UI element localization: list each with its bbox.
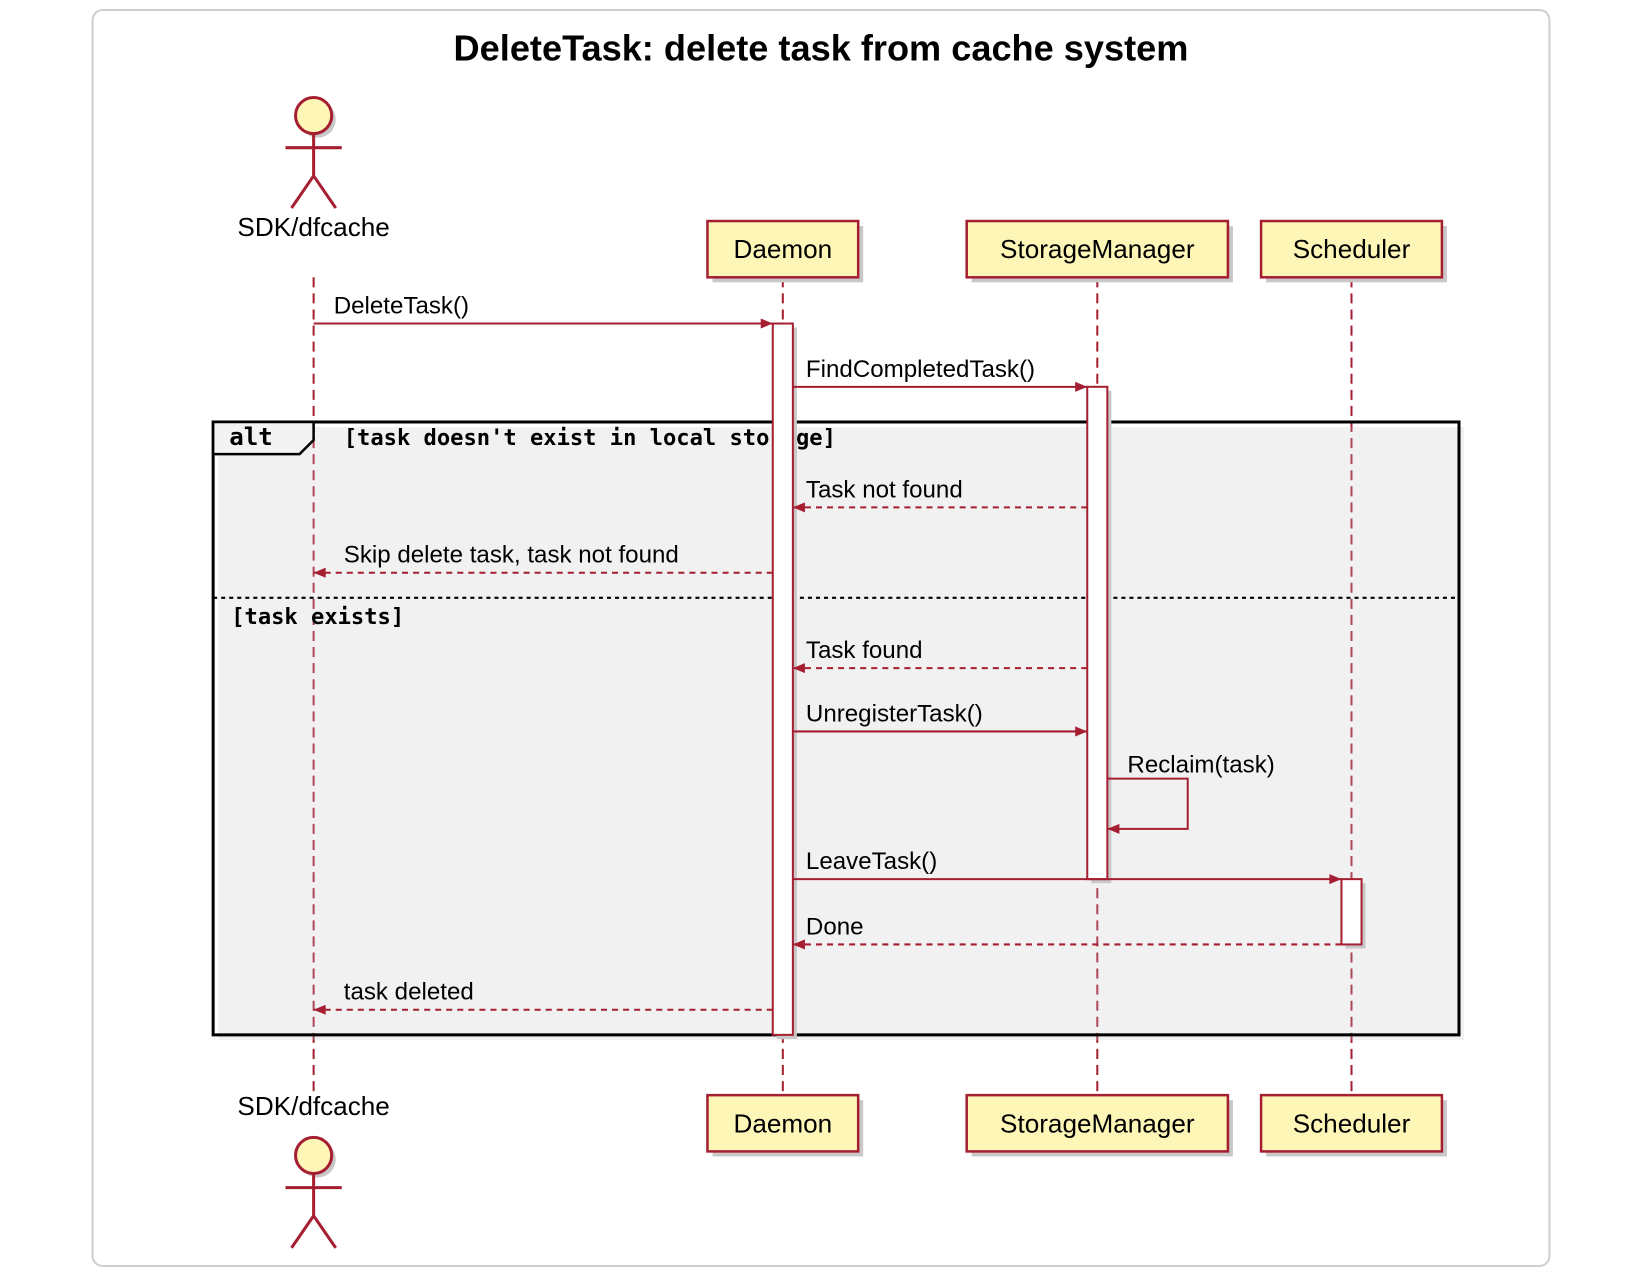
activation-sm (1087, 387, 1107, 879)
alt-guard-2: [task exists] (231, 604, 404, 630)
message-label: Task found (806, 637, 923, 664)
sequence-diagram: DeleteTask: delete task from cache syste… (0, 0, 1642, 1276)
message-label: DeleteTask() (334, 292, 469, 319)
message-label: Reclaim(task) (1127, 752, 1274, 779)
actor-sdk-bottom: SDK/dfcache (237, 1091, 389, 1248)
participant-label: Scheduler (1293, 234, 1411, 264)
message-label: Done (806, 913, 864, 940)
diagram-title: DeleteTask: delete task from cache syste… (454, 27, 1189, 68)
participant-label: Daemon (733, 1108, 832, 1138)
participant-label: Daemon (733, 234, 832, 264)
message-label: Skip delete task, task not found (344, 542, 679, 569)
alt-guard-1: [task doesn't exist in local storage] (344, 425, 836, 451)
message-label: Task not found (806, 476, 963, 503)
message-label: UnregisterTask() (806, 700, 983, 727)
message-label: LeaveTask() (806, 848, 937, 875)
participant-label: StorageManager (1000, 234, 1195, 264)
actor-label: SDK/dfcache (237, 212, 389, 242)
participant-label: Scheduler (1293, 1108, 1411, 1138)
alt-label: alt (229, 423, 273, 451)
activation-sched (1341, 879, 1361, 944)
message-label: task deleted (344, 979, 474, 1006)
activation-daemon (773, 324, 793, 1035)
message-label: FindCompletedTask() (806, 356, 1035, 383)
actor-sdk-top: SDK/dfcache (237, 97, 389, 242)
actor-label: SDK/dfcache (237, 1091, 389, 1121)
participant-label: StorageManager (1000, 1108, 1195, 1138)
